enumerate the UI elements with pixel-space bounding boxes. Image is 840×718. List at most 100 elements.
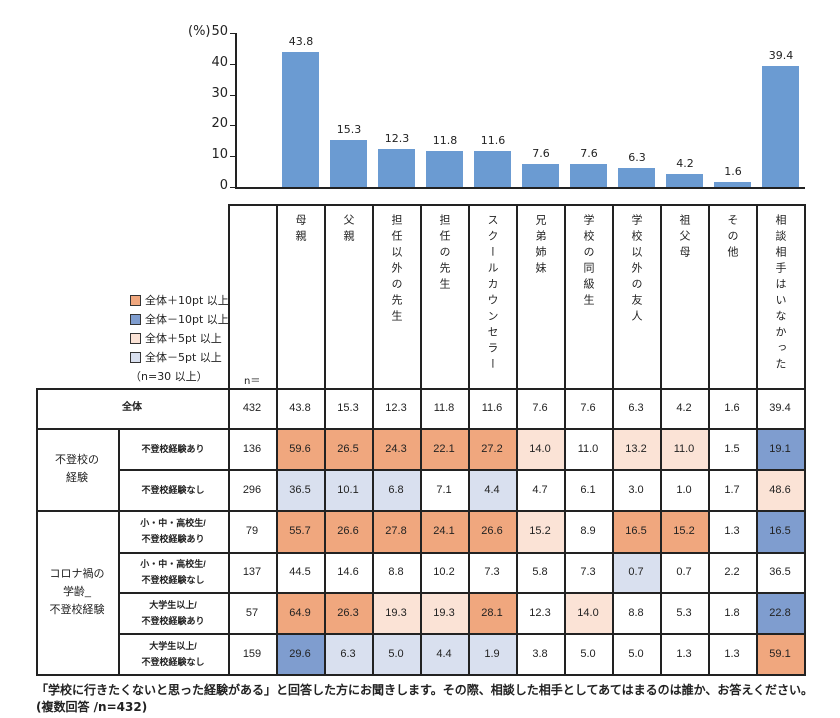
- legend-label: 全体－10pt 以上: [145, 313, 229, 326]
- grid-line: [708, 388, 710, 676]
- grid-line: [228, 204, 230, 388]
- y-axis-label: (%): [188, 24, 211, 39]
- table-cell: 13.2: [612, 428, 660, 469]
- row-label: 全体: [122, 402, 142, 413]
- grid-line: [228, 204, 806, 206]
- n-cell: 79: [245, 525, 259, 537]
- table-cell: 26.5: [324, 428, 372, 469]
- table-cell: 6.8: [372, 469, 420, 510]
- legend-note: （n=30 以上）: [130, 370, 208, 383]
- n-cell: 159: [242, 647, 262, 660]
- grid-line: [612, 388, 614, 676]
- table-cell: 15.2: [660, 510, 708, 552]
- x-axis: [235, 187, 805, 189]
- y-tick-mark: [230, 33, 235, 34]
- grid-line: [516, 388, 518, 676]
- table-cell: 1.5: [724, 442, 740, 455]
- grid-line: [804, 388, 806, 676]
- column-header: 母親: [294, 214, 307, 246]
- bar: [666, 174, 703, 187]
- n-cell: 432: [242, 402, 262, 414]
- row-label: 不登校経験なし: [141, 484, 205, 495]
- legend-label: 全体－5pt 以上: [145, 351, 222, 364]
- n-header: n＝: [244, 376, 261, 387]
- table-cell: 5.0: [372, 633, 420, 674]
- grid-line: [118, 552, 806, 554]
- table-cell: 43.8: [289, 402, 311, 414]
- table-cell: 1.0: [676, 483, 692, 496]
- table-cell: 19.3: [420, 592, 468, 633]
- n-cell: 296: [242, 483, 262, 496]
- table-cell: 7.1: [436, 483, 452, 496]
- grid-line: [420, 204, 422, 388]
- grid-line: [468, 204, 470, 388]
- table-cell: 8.9: [580, 525, 596, 537]
- table-cell: 3.8: [532, 647, 548, 660]
- table-cell: 10.2: [433, 566, 455, 578]
- table-cell: 59.6: [276, 428, 324, 469]
- legend-item: 全体－10pt 以上: [130, 311, 229, 327]
- legend-item: 全体＋10pt 以上: [130, 292, 229, 308]
- y-tick-mark: [230, 94, 235, 96]
- bar: [570, 163, 607, 187]
- table-cell: 1.3: [724, 647, 740, 660]
- table-cell: 7.3: [580, 566, 596, 578]
- legend-swatch: [130, 294, 141, 306]
- bar: [714, 182, 751, 187]
- table-cell: 8.8: [628, 606, 644, 619]
- table-cell: 27.8: [372, 510, 420, 552]
- table-cell: 6.3: [628, 402, 644, 414]
- grid-line: [118, 592, 806, 594]
- grid-line: [118, 428, 120, 674]
- table-cell: 14.6: [337, 566, 359, 578]
- table-cell: 26.3: [324, 592, 372, 633]
- bar: [762, 65, 799, 187]
- table-cell: 1.6: [724, 402, 740, 414]
- grid-line: [372, 388, 374, 676]
- legend-label: 全体＋10pt 以上: [145, 294, 229, 307]
- table-cell: 10.1: [324, 469, 372, 510]
- row-label: 大学生以上/ 不登校経験あり: [141, 599, 205, 626]
- grid-line: [756, 204, 758, 388]
- table-cell: 6.3: [324, 633, 372, 674]
- table-cell: 26.6: [324, 510, 372, 552]
- grid-line: [228, 388, 230, 676]
- table-cell: 4.4: [420, 633, 468, 674]
- table-cell: 29.6: [276, 633, 324, 674]
- bar-value-label: 12.3: [384, 132, 410, 146]
- table-cell: 1.7: [724, 483, 740, 496]
- grid-line: [420, 388, 422, 676]
- grid-line: [612, 204, 614, 388]
- table-cell: 39.4: [769, 402, 791, 414]
- table-cell: 55.7: [276, 510, 324, 552]
- bar-value-label: 7.6: [580, 146, 598, 160]
- table-cell: 4.2: [676, 402, 692, 414]
- table-cell: 3.0: [628, 483, 644, 496]
- bar-value-label: 6.3: [628, 150, 646, 164]
- table-cell: 22.1: [420, 428, 468, 469]
- table-cell: 22.8: [756, 592, 804, 633]
- column-header: 学校以外の友人: [630, 214, 643, 326]
- n-cell: 137: [242, 566, 262, 578]
- table-cell: 2.2: [724, 566, 740, 578]
- table-cell: 16.5: [612, 510, 660, 552]
- grid-line: [372, 204, 374, 388]
- group-label: 不登校の 経験: [55, 454, 99, 484]
- grid-line: [660, 204, 662, 388]
- grid-line: [708, 204, 710, 388]
- grid-line: [324, 204, 326, 388]
- column-header: 学校の同級生: [582, 214, 595, 310]
- y-tick-label: 30: [211, 85, 228, 101]
- column-header: その他: [726, 214, 739, 262]
- column-header: スクールカウンセラー: [486, 214, 499, 374]
- row-label: 大学生以上/ 不登校経験なし: [141, 640, 205, 667]
- y-tick-label: 40: [211, 54, 228, 70]
- legend-item: 全体＋5pt 以上: [130, 330, 222, 346]
- n-cell: 136: [242, 442, 262, 455]
- y-tick-mark: [230, 125, 235, 127]
- row-label: 不登校経験あり: [141, 443, 205, 454]
- y-tick-mark: [230, 63, 235, 65]
- table-cell: 59.1: [756, 633, 804, 674]
- bar-value-label: 43.8: [288, 35, 314, 49]
